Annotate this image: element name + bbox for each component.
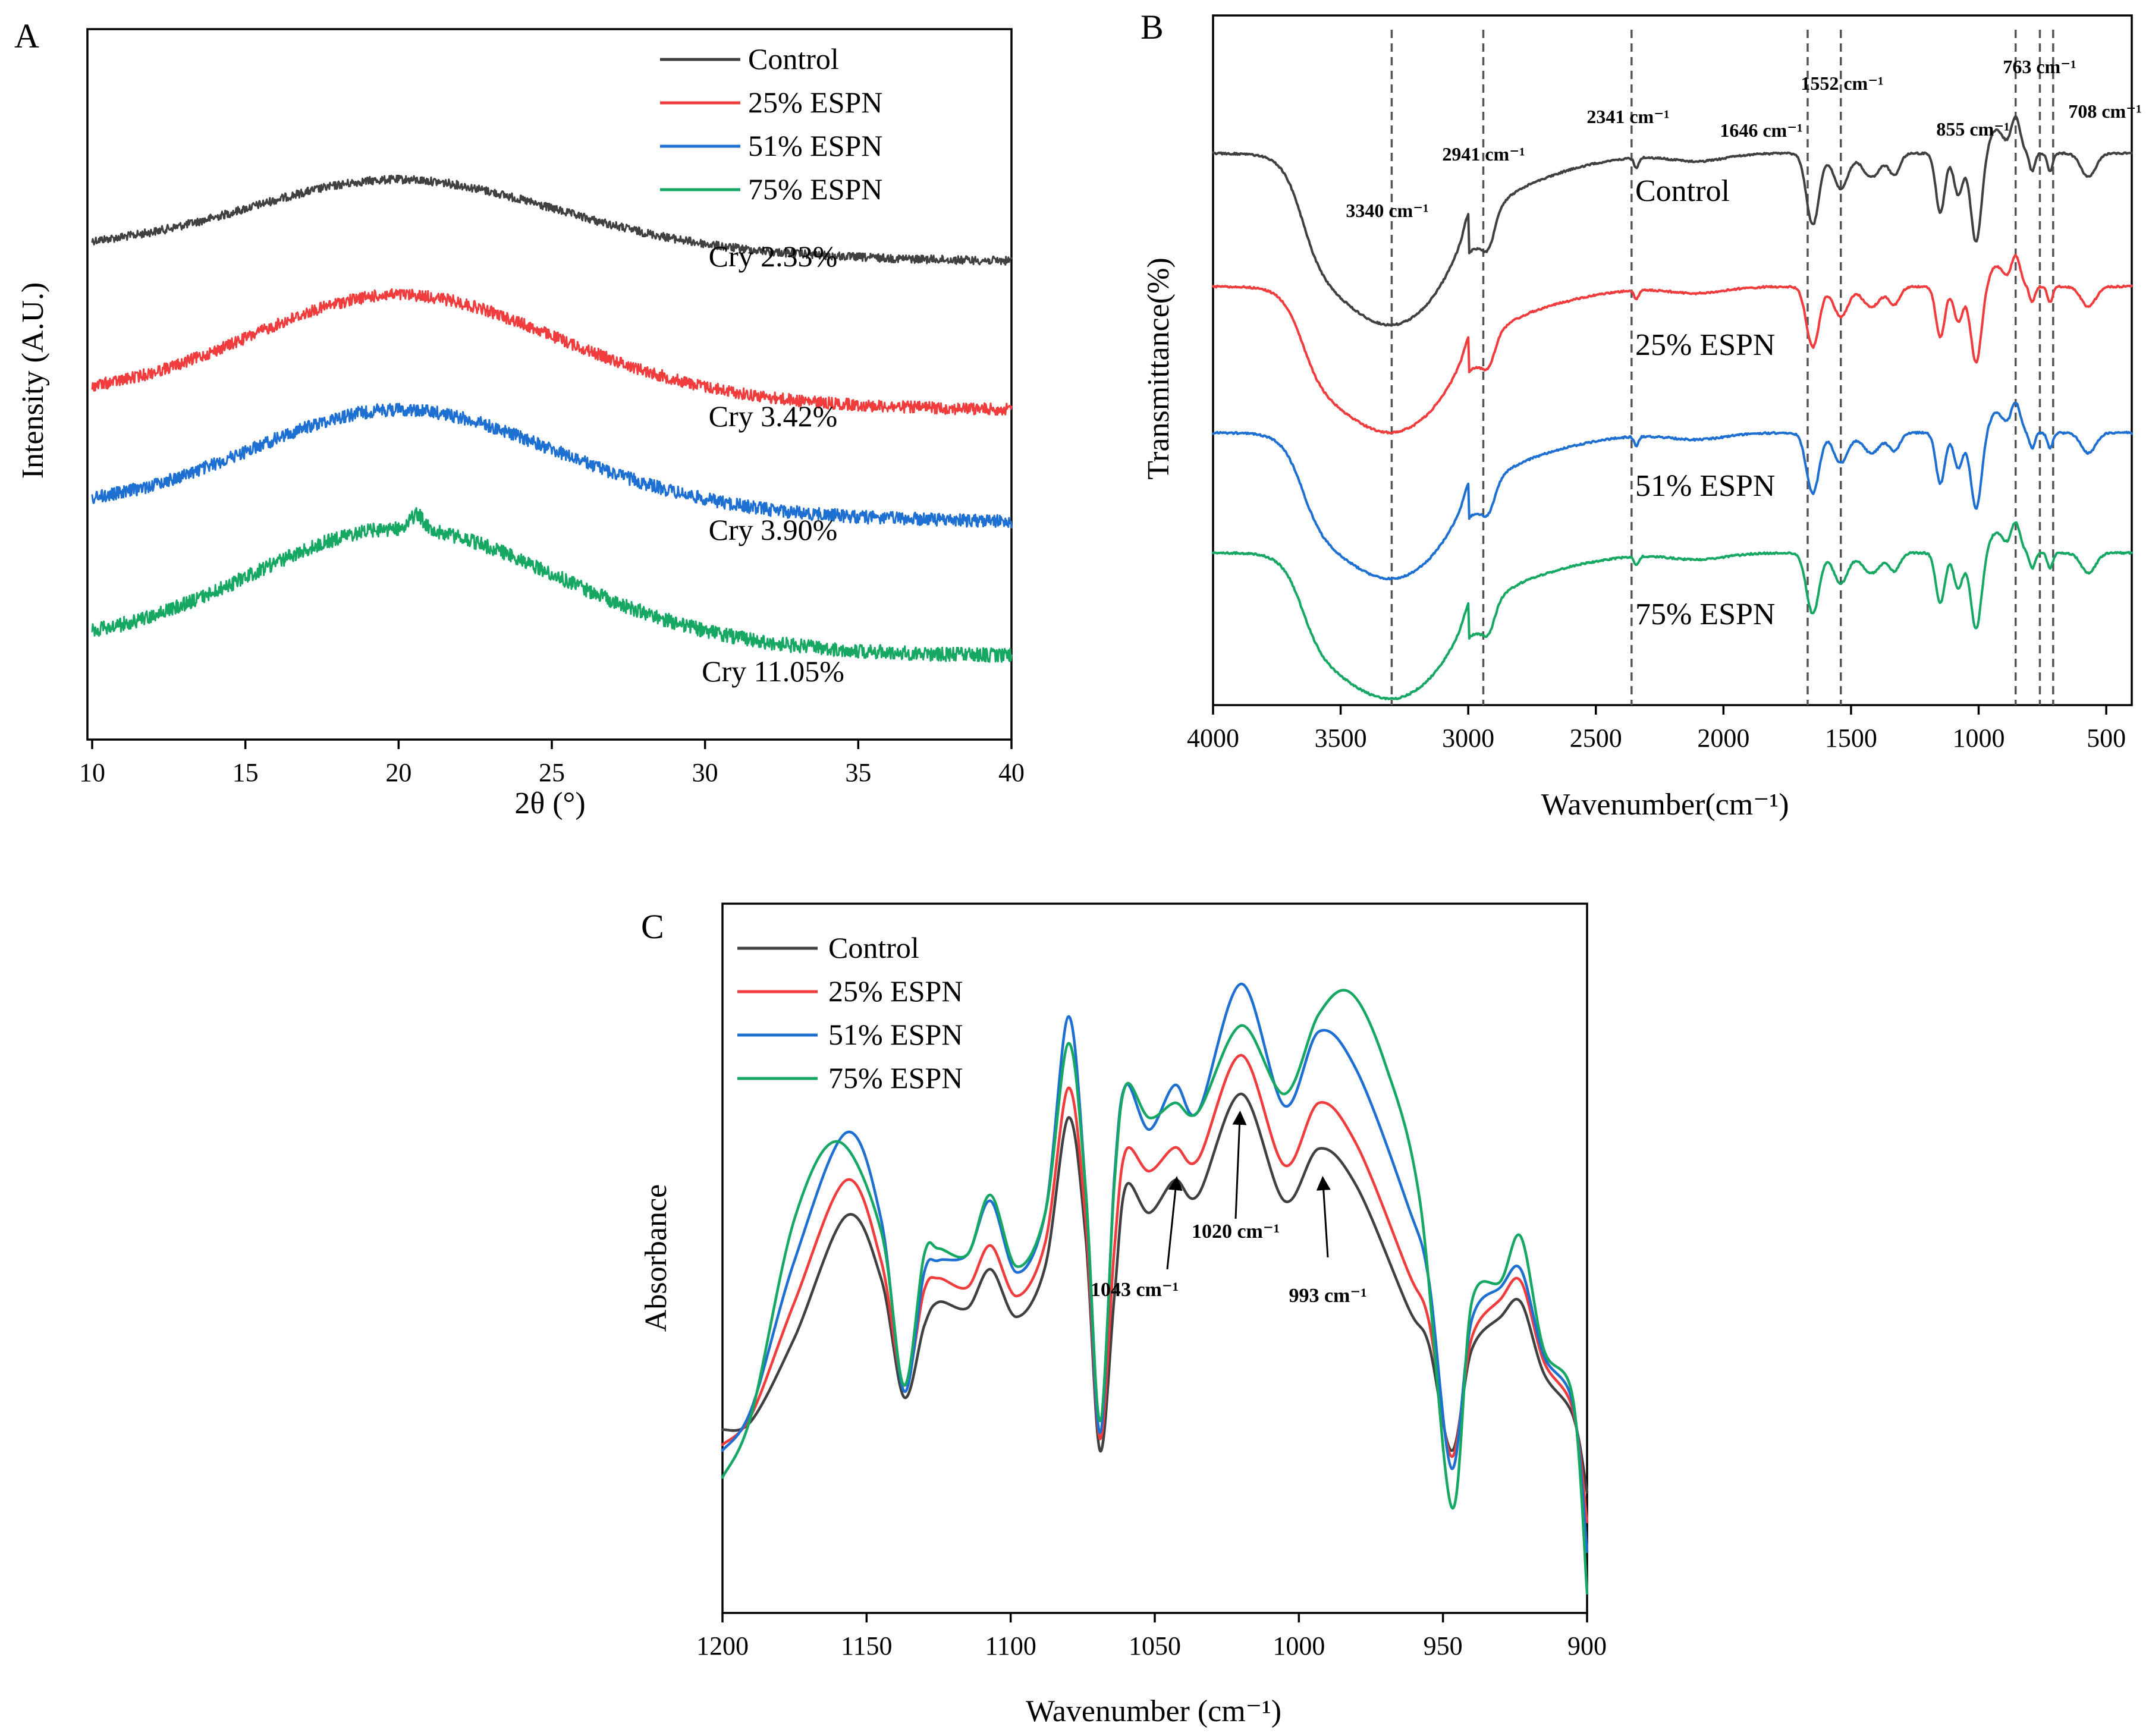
panel-c-x-ticks: 1200 1150 1100 1050 1000 950 900 (696, 1613, 1607, 1660)
panel-a-frame (86, 28, 1013, 741)
panel-b-series-25pct-espn (1212, 253, 2133, 435)
panel-b-x-tick-label: 2500 (1570, 724, 1622, 753)
panel-c-legend-label-control: Control (828, 931, 919, 964)
panel-b-letter: B (1141, 8, 1164, 46)
panel-b-series (1212, 115, 2133, 700)
panel-b-frame (1212, 14, 2133, 706)
panel-a-x-tick-label: 30 (692, 758, 718, 787)
panel-b-peak-label: 1646 cm⁻¹ (1720, 119, 1802, 141)
panel-b-series-label-25pct-espn: 25% ESPN (1635, 328, 1775, 362)
panel-c-x-tick-label: 1000 (1273, 1631, 1325, 1660)
panel-b-x-axis-label: Wavenumber(cm⁻¹) (1541, 788, 1789, 822)
panel-a-legend-label-75pct-espn: 75% ESPN (748, 172, 882, 206)
panel-a-x-ticks: 10 15 20 25 30 35 40 (79, 740, 1025, 787)
panel-a: A 10 15 20 25 30 35 40 Cry 2.33% Cry 3.42% Cry 3… (14, 17, 1025, 820)
panel-b-y-axis-label: Transmittance(%) (1142, 257, 1176, 480)
panel-c-legend-label-75pct-espn: 75% ESPN (828, 1061, 963, 1095)
panel-a-letter: A (14, 17, 39, 55)
panel-c-x-tick-label: 1150 (841, 1631, 892, 1660)
panel-c-legend-label-51pct-espn: 51% ESPN (828, 1018, 963, 1051)
panel-b-series-labels: Control 25% ESPN 51% ESPN 75% ESPN (1635, 174, 1775, 631)
panel-b-series-75pct-espn (1212, 521, 2133, 700)
panel-c-x-tick-label: 1200 (696, 1631, 749, 1660)
panel-a-x-tick-label: 25 (539, 758, 565, 787)
panel-c-x-tick-label: 1050 (1129, 1631, 1181, 1660)
panel-b-x-tick-label: 3000 (1442, 724, 1494, 753)
panel-a-y-axis-label: Intensity (A.U.) (16, 282, 50, 479)
panel-b-x-tick-label: 500 (2087, 724, 2126, 753)
panel-b-peak-label: 3340 cm⁻¹ (1346, 200, 1428, 221)
panel-b-peak-label: 2941 cm⁻¹ (1442, 143, 1525, 165)
panel-a-legend-label-control: Control (748, 42, 839, 76)
panel-a-x-tick-label: 15 (233, 758, 259, 787)
panel-c-series (721, 982, 1589, 1595)
panel-a-x-tick-label: 40 (998, 758, 1025, 787)
panel-c-y-axis-label: Absorbance (639, 1184, 673, 1332)
panel-b-x-tick-label: 2000 (1697, 724, 1749, 753)
panel-b-x-ticks: 4000 3500 3000 2500 2000 1500 1000 500 (1187, 705, 2126, 753)
panel-a-crystallinity-labels: Cry 2.33% Cry 3.42% Cry 3.90% Cry 11.05% (702, 240, 844, 688)
panel-a-x-tick-label: 35 (845, 758, 871, 787)
panel-b-series-label-75pct-espn: 75% ESPN (1635, 597, 1775, 631)
panel-b-series-label-control: Control (1635, 174, 1730, 208)
panel-b-series-label-51pct-espn: 51% ESPN (1635, 469, 1775, 503)
panel-a-series-control (91, 174, 1013, 266)
panel-c-series-75pct-espn (721, 989, 1589, 1595)
panel-c-annotation-label: 1043 cm⁻¹ (1091, 1279, 1179, 1301)
panel-a-cry-label-51pct-espn: Cry 3.90% (709, 513, 838, 546)
panel-a-legend: Control 25% ESPN 51% ESPN 75% ESPN (660, 42, 882, 206)
panel-c-annotations: 1043 cm⁻¹ 1020 cm⁻¹ 993 cm⁻¹ (1091, 1111, 1367, 1307)
panel-c-annotation-label: 993 cm⁻¹ (1289, 1285, 1366, 1307)
panel-c-letter: C (641, 907, 664, 946)
panel-a-cry-label-25pct-espn: Cry 3.42% (709, 400, 838, 433)
panel-c-x-tick-label: 900 (1567, 1631, 1607, 1660)
panel-c-x-tick-label: 1100 (985, 1631, 1036, 1660)
panel-a-x-tick-label: 10 (79, 758, 105, 787)
panel-a-series-25pct-espn (91, 288, 1013, 416)
panel-a-legend-label-25pct-espn: 25% ESPN (748, 86, 882, 119)
panel-b-peak-label: 855 cm⁻¹ (1936, 118, 2009, 140)
panel-c-annotation-arrow (1316, 1176, 1331, 1258)
panel-b-series-control (1212, 115, 2133, 327)
panel-c-legend-label-25pct-espn: 25% ESPN (828, 974, 963, 1008)
panel-a-legend-label-51pct-espn: 51% ESPN (748, 129, 882, 162)
panel-c: C 1200 1150 1100 1050 1000 950 900 Control 25% … (639, 902, 1607, 1728)
panel-a-cry-label-75pct-espn: Cry 11.05% (702, 655, 844, 688)
panel-a-series (91, 174, 1013, 663)
panel-c-x-tick-label: 950 (1424, 1631, 1463, 1660)
panel-a-series-51pct-espn (91, 402, 1013, 529)
panel-b: B 4000 3500 3000 2500 2000 1500 1000 500 Contro… (1141, 8, 2142, 822)
panel-c-series-control (721, 1092, 1589, 1494)
panel-b-peak-label: 708 cm⁻¹ (2068, 100, 2141, 122)
panel-c-frame (721, 902, 1588, 1614)
panel-c-annotation-label: 1020 cm⁻¹ (1192, 1221, 1280, 1243)
panel-c-legend: Control 25% ESPN 51% ESPN 75% ESPN (737, 931, 963, 1095)
panel-c-x-axis-label: Wavenumber (cm⁻¹) (1026, 1694, 1281, 1728)
panel-b-peak-label: 763 cm⁻¹ (2003, 56, 2076, 77)
panel-b-x-tick-label: 1500 (1825, 724, 1877, 753)
panel-a-series-75pct-espn (91, 507, 1013, 663)
panel-b-peak-label: 1552 cm⁻¹ (1801, 73, 1883, 94)
panel-b-series-51pct-espn (1212, 401, 2133, 581)
panel-c-annotation-arrow (1166, 1176, 1183, 1270)
panel-b-x-tick-label: 4000 (1187, 724, 1239, 753)
panel-a-x-tick-label: 20 (385, 758, 411, 787)
panel-b-x-tick-label: 3500 (1315, 724, 1367, 753)
panel-b-peak-markers (1390, 30, 2054, 705)
panel-c-annotation-arrow (1232, 1111, 1247, 1219)
panel-b-x-tick-label: 1000 (1953, 724, 2005, 753)
panel-b-peak-labels: 3340 cm⁻¹ 2941 cm⁻¹ 2341 cm⁻¹ 1646 cm⁻¹ 1552… (1346, 56, 2141, 221)
panel-a-cry-label-control: Cry 2.33% (709, 240, 838, 273)
panel-b-peak-label: 2341 cm⁻¹ (1586, 106, 1669, 127)
panel-a-x-axis-label: 2θ (°) (514, 787, 585, 820)
